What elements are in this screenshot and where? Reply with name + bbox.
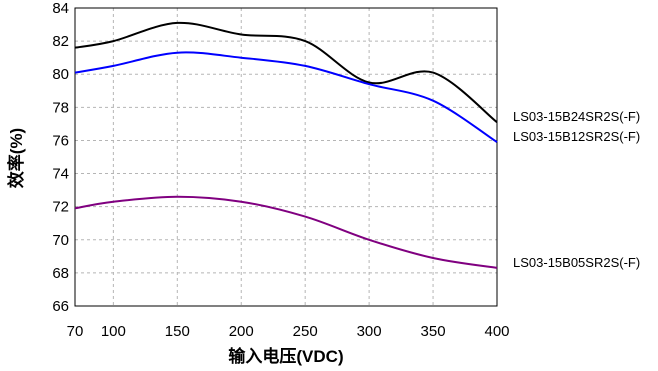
x-tick-label-2: 150 bbox=[165, 323, 190, 340]
series-labels: LS03-15B24SR2S(-F) LS03-15B12SR2S(-F) LS03… bbox=[513, 109, 640, 270]
series-label-0: LS03-15B24SR2S(-F) bbox=[513, 109, 640, 124]
y-tick-label-9: 84 bbox=[52, 0, 69, 17]
x-tick-label-0: 70 bbox=[67, 323, 84, 340]
series-label-1: LS03-15B12SR2S(-F) bbox=[513, 129, 640, 144]
x-tick-label-5: 300 bbox=[357, 323, 382, 340]
y-tick-label-1: 68 bbox=[52, 265, 69, 282]
y-tick-label-7: 80 bbox=[52, 66, 69, 83]
series-line-2 bbox=[74, 195, 498, 269]
x-tick-label-6: 350 bbox=[421, 323, 446, 340]
y-axis-ticks: 66 68 70 72 74 76 78 80 82 84 bbox=[52, 0, 69, 315]
x-axis-ticks: 70 100 150 200 250 300 350 400 bbox=[67, 323, 510, 340]
series-label-2: LS03-15B05SR2S(-F) bbox=[513, 255, 640, 270]
series-line-1 bbox=[74, 51, 498, 143]
y-tick-label-5: 76 bbox=[52, 132, 69, 149]
y-tick-label-6: 78 bbox=[52, 99, 69, 116]
series-line-0 bbox=[74, 21, 498, 123]
x-tick-label-7: 400 bbox=[484, 323, 509, 340]
x-tick-label-3: 200 bbox=[229, 323, 254, 340]
plot-frame bbox=[74, 7, 498, 307]
y-tick-label-2: 70 bbox=[52, 232, 69, 249]
y-axis-title: 效率(%) bbox=[6, 128, 26, 188]
x-axis-title: 输入电压(VDC) bbox=[228, 346, 343, 366]
y-tick-label-8: 82 bbox=[52, 33, 69, 50]
y-tick-label-3: 72 bbox=[52, 199, 69, 216]
y-tick-label-0: 66 bbox=[52, 298, 69, 315]
y-tick-label-4: 74 bbox=[52, 166, 69, 183]
x-tick-label-1: 100 bbox=[101, 323, 126, 340]
grid bbox=[74, 7, 498, 307]
x-tick-label-4: 250 bbox=[293, 323, 318, 340]
series-lines bbox=[74, 21, 498, 269]
